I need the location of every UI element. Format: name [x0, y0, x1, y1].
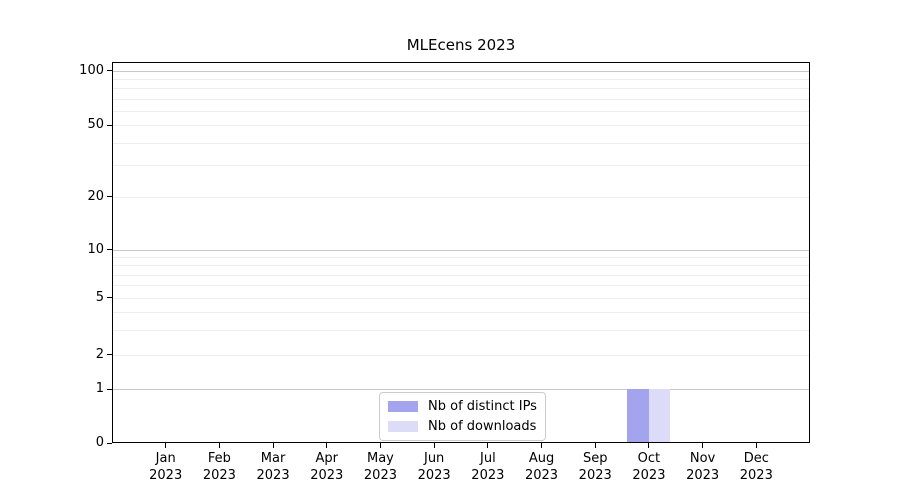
gridline-y-100 — [113, 70, 809, 72]
legend: Nb of distinct IPs Nb of downloads — [379, 392, 546, 441]
gridline-y-30 — [113, 165, 809, 167]
bar-nb-of-distinct-ips-Oct-2023 — [627, 389, 649, 442]
x-tick-label: Aug 2023 — [524, 451, 559, 483]
legend-label: Nb of distinct IPs — [428, 399, 537, 414]
y-tick-label: 2 — [95, 346, 104, 362]
gridline-y-60 — [113, 110, 809, 112]
y-tick-label: 1 — [95, 381, 104, 396]
x-tick-label: Apr 2023 — [310, 451, 344, 483]
x-tick-mark — [379, 443, 381, 448]
y-tick-mark — [107, 297, 112, 299]
x-tick-label: May 2023 — [363, 451, 397, 483]
y-tick-label: 5 — [95, 289, 104, 305]
x-tick-label: Nov 2023 — [686, 451, 720, 483]
x-tick-label: Feb 2023 — [202, 451, 236, 483]
x-tick-mark — [326, 443, 328, 448]
gridline-y-6 — [113, 285, 809, 287]
x-tick-label: Sep 2023 — [578, 451, 612, 483]
gridline-y-4 — [113, 311, 809, 313]
chart-title: MLEcens 2023 — [406, 36, 516, 54]
y-tick-label: 0 — [95, 435, 104, 450]
x-tick-mark — [594, 443, 596, 448]
gridline-y-2 — [113, 354, 809, 356]
x-tick-mark — [433, 443, 435, 448]
gridline-y-5 — [113, 297, 809, 299]
legend-row: Nb of downloads — [388, 419, 537, 434]
x-tick-mark — [702, 443, 704, 448]
gridline-y-50 — [113, 125, 809, 127]
legend-row: Nb of distinct IPs — [388, 399, 537, 414]
x-tick-label: Jul 2023 — [471, 451, 505, 483]
y-tick-mark — [107, 70, 112, 72]
gridline-y-90 — [113, 79, 809, 81]
y-tick-mark — [107, 388, 112, 390]
y-tick-label: 10 — [87, 241, 104, 257]
y-tick-label: 50 — [87, 117, 104, 133]
y-tick-mark — [107, 196, 112, 198]
x-tick-mark — [165, 443, 167, 448]
x-tick-label: Jan 2023 — [149, 451, 183, 483]
legend-swatch — [388, 421, 418, 432]
gridline-y-10 — [113, 249, 809, 251]
x-tick-mark — [648, 443, 650, 448]
y-tick-label: 100 — [79, 62, 104, 78]
gridline-y-1 — [113, 389, 809, 390]
gridline-y-8 — [113, 265, 809, 267]
x-tick-mark — [272, 443, 274, 448]
x-tick-label: Jun 2023 — [417, 451, 451, 483]
plot-area: Nb of distinct IPs Nb of downloads — [112, 62, 810, 443]
y-tick-mark — [107, 124, 112, 126]
x-tick-mark — [487, 443, 489, 448]
y-tick-mark — [107, 249, 112, 251]
x-tick-mark — [755, 443, 757, 448]
gridline-y-80 — [113, 88, 809, 90]
x-tick-mark — [541, 443, 543, 448]
gridline-y-20 — [113, 196, 809, 198]
gridline-y-9 — [113, 257, 809, 259]
y-tick-mark — [107, 354, 112, 356]
x-tick-label: Oct 2023 — [632, 451, 666, 483]
gridline-y-70 — [113, 98, 809, 100]
legend-swatch — [388, 401, 418, 412]
bar-nb-of-downloads-Oct-2023 — [648, 389, 671, 442]
legend-label: Nb of downloads — [428, 419, 537, 434]
gridline-y-40 — [113, 142, 809, 144]
x-tick-label: Dec 2023 — [739, 451, 773, 483]
y-tick-label: 20 — [87, 188, 104, 204]
gridline-y-7 — [113, 274, 809, 276]
x-tick-label: Mar 2023 — [256, 451, 290, 483]
y-tick-mark — [107, 442, 112, 444]
x-tick-mark — [218, 443, 220, 448]
gridline-y-3 — [113, 329, 809, 331]
